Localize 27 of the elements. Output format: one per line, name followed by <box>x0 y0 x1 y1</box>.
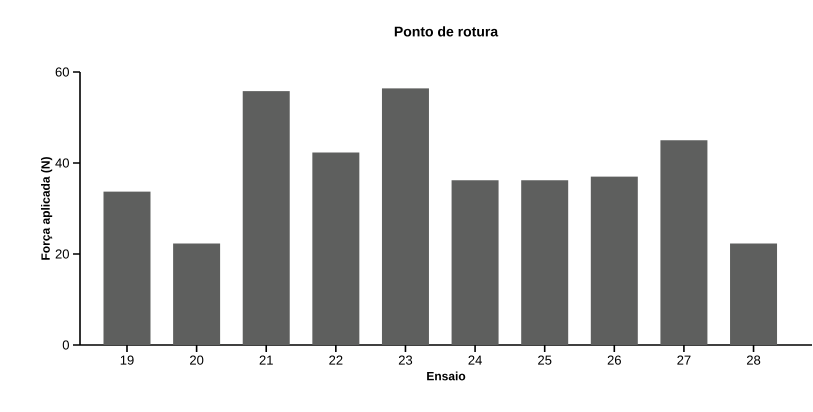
x-tick-label: 25 <box>538 356 552 365</box>
y-tick-label: 40 <box>55 158 69 168</box>
x-tick-label: 20 <box>190 356 204 365</box>
chart-title: Ponto de rotura <box>394 26 498 37</box>
bar <box>660 140 708 345</box>
y-tick-label: 0 <box>62 340 69 350</box>
x-tick-label: 27 <box>677 356 690 365</box>
x-tick-label: 24 <box>468 356 482 365</box>
bar <box>103 192 150 345</box>
bar <box>242 91 290 345</box>
x-tick-label: 23 <box>398 356 412 365</box>
y-tick-label: 20 <box>56 249 69 259</box>
x-tick-label: 22 <box>329 356 342 365</box>
x-tick-label: 19 <box>120 356 134 365</box>
y-tick-label: 60 <box>56 67 69 77</box>
bar <box>521 180 568 345</box>
bar <box>730 244 778 345</box>
bar <box>382 88 429 345</box>
x-tick-label: 21 <box>260 356 273 365</box>
x-tick-label: 28 <box>746 356 760 365</box>
bar <box>452 180 499 345</box>
bar <box>312 152 360 345</box>
bar <box>590 176 638 345</box>
x-tick-label: 26 <box>608 356 621 365</box>
bar <box>173 244 220 345</box>
x-axis-title: Ensaio <box>427 372 466 380</box>
y-axis-title: Força aplicada (N) <box>40 157 52 260</box>
